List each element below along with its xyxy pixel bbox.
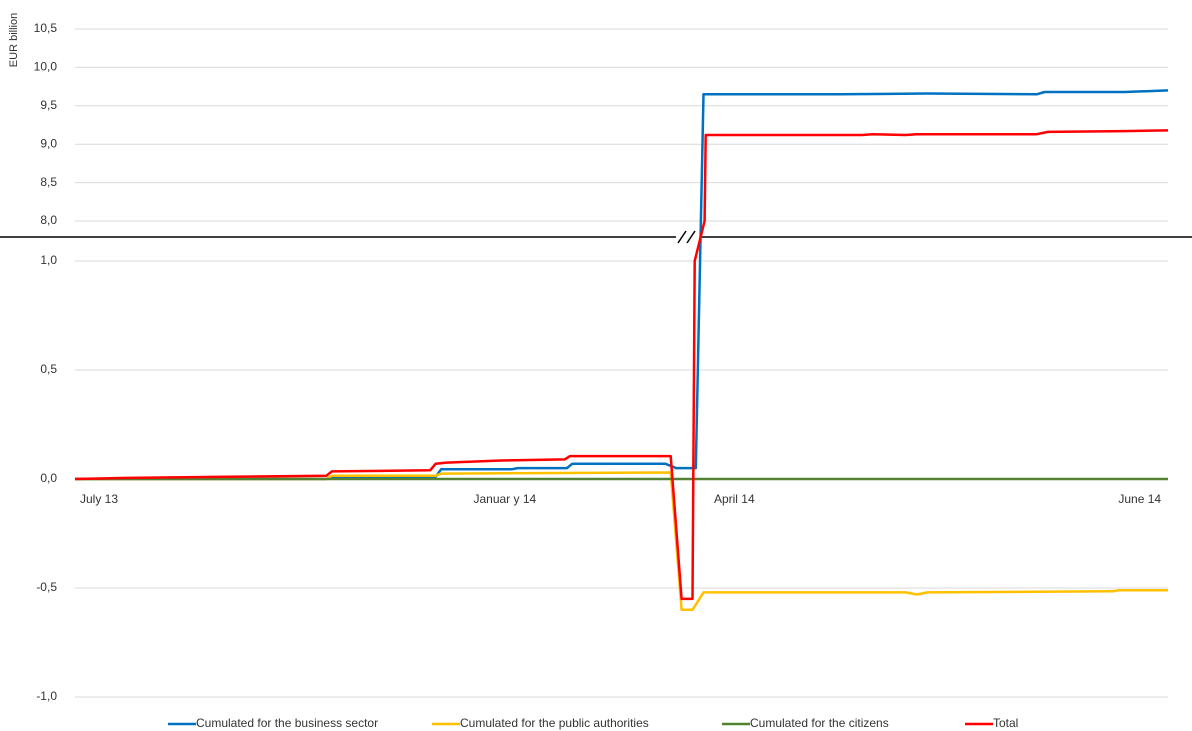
legend-label: Total <box>993 716 1018 730</box>
y-axis-label: EUR billion <box>8 13 20 67</box>
y-tick-label: 9,0 <box>40 136 57 150</box>
break-mark <box>677 230 687 244</box>
y-tick-label: 10,5 <box>34 21 58 35</box>
y-tick-label: -0,5 <box>36 580 57 594</box>
x-tick-label: July 13 <box>80 492 118 506</box>
series-line <box>75 471 1168 612</box>
break-mark <box>686 230 696 244</box>
legend-label: Cumulated for the business sector <box>196 716 378 730</box>
y-tick-label: -1,0 <box>36 689 57 703</box>
y-tick-label: 8,5 <box>40 175 57 189</box>
y-tick-label: 1,0 <box>40 253 57 267</box>
y-tick-label: 8,0 <box>40 213 57 227</box>
y-tick-label: 9,5 <box>40 98 57 112</box>
x-tick-label: April 14 <box>714 492 755 506</box>
series-line <box>74 129 1169 601</box>
y-tick-label: 10,0 <box>34 60 58 74</box>
series-line <box>75 89 1169 481</box>
legend-label: Cumulated for the citizens <box>750 716 889 730</box>
x-tick-label: Januar y 14 <box>473 492 536 506</box>
x-tick-label: June 14 <box>1118 492 1161 506</box>
y-tick-label: 0,0 <box>40 471 57 485</box>
break-mask <box>676 228 702 246</box>
y-tick-label: 0,5 <box>40 362 57 376</box>
legend-label: Cumulated for the public authorities <box>460 716 649 730</box>
